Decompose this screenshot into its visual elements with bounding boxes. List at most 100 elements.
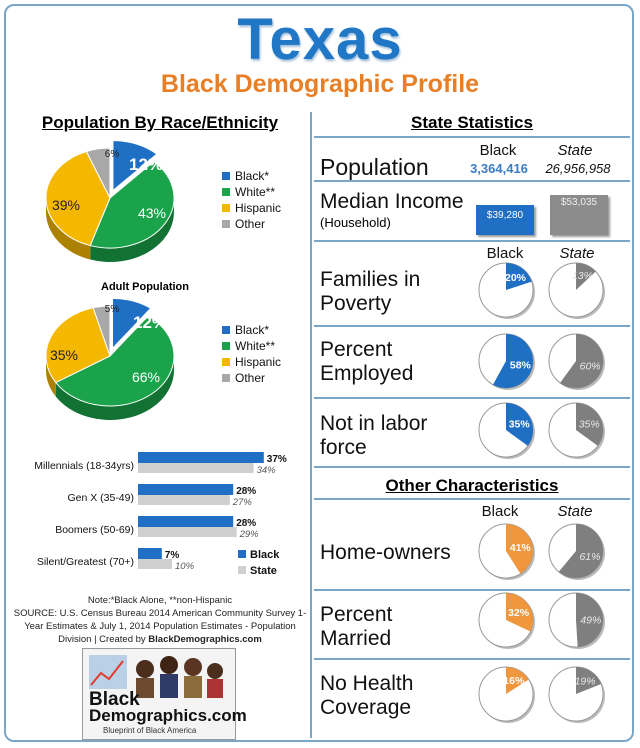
legend-item-white: White** (222, 184, 281, 200)
income-black-bar: $39,280 (476, 205, 534, 235)
bar-state (138, 495, 230, 505)
bar-black (138, 516, 234, 527)
legend-item-other: Other (222, 370, 281, 386)
pie-value-slice (576, 667, 602, 694)
employed-black-value: 58% (510, 360, 532, 372)
pie-label-White**: 66% (132, 369, 160, 385)
bar-state-label: 27% (232, 497, 253, 508)
bar-category-label: Boomers (50-69) (55, 524, 134, 536)
pie-slice-Other (85, 147, 111, 199)
bar-category-label: Gen X (35-49) (67, 492, 134, 504)
legend-swatch-black (238, 550, 246, 558)
married-state-pie: 49% (548, 592, 605, 649)
race-pie-chart: 12% 43% 39% 6% (45, 140, 175, 262)
pie-slice-Other (92, 305, 111, 357)
bar-state-label: 10% (175, 561, 195, 572)
pie-slice-Black* (112, 298, 152, 350)
race-legend: Black* White** Hispanic Other (222, 168, 281, 232)
stats-heading: State Statistics (411, 113, 533, 132)
homeowners-black-value: 41% (510, 542, 532, 554)
pie-label-Hispanic: 35% (50, 347, 78, 363)
bar-category-label: Silent/Greatest (70+) (37, 556, 134, 568)
poverty-black-pie: 20% (478, 262, 535, 319)
bar-black-label: 37% (267, 454, 287, 465)
income-black-value: $39,280 (486, 210, 524, 222)
divider (314, 325, 630, 327)
bar-state (138, 463, 254, 473)
stats-col-state: State (559, 245, 595, 262)
married-black-value: 32% (508, 607, 530, 619)
poverty-black-value: 20% (505, 272, 527, 284)
legend-label-state: State (250, 565, 277, 577)
bar-black-label: 28% (236, 486, 256, 497)
poverty-state-pie: 13% (548, 262, 605, 319)
adult-legend: Black* White** Hispanic Other (222, 322, 281, 386)
pie-value-slice (558, 524, 603, 578)
bar-black-label: 28% (236, 518, 256, 529)
pie-value-slice (576, 263, 596, 290)
labor-black-pie: 35% (478, 402, 535, 459)
divider (314, 658, 630, 660)
not-in-labor-label: Not in labor force (320, 412, 428, 459)
pie-slice-Black* (112, 140, 158, 192)
pie-value-slice (506, 403, 533, 446)
health-black-value: 16% (503, 675, 525, 687)
pie-value-slice (506, 263, 532, 290)
legend-item-other: Other (222, 216, 281, 232)
homeowners-black-pie: 41% (478, 523, 535, 580)
bar-state (138, 527, 237, 537)
legend-item-black: Black* (222, 168, 281, 184)
health-state-pie: 19% (548, 666, 605, 723)
labor-black-value: 35% (509, 418, 531, 430)
pie-slice-Hispanic (45, 150, 111, 247)
pie-slice-Hispanic (45, 307, 111, 384)
bar-state (138, 559, 172, 569)
pie-side-Hispanic (46, 356, 56, 397)
bar-black (138, 484, 234, 495)
page-title: Texas (237, 7, 403, 72)
pie-side-White** (90, 198, 174, 262)
divider (314, 240, 630, 242)
legend-item-hispanic: Hispanic (222, 354, 281, 370)
employed-label: Percent Employed (320, 338, 414, 385)
pie-slice-White** (89, 160, 175, 249)
pie-value-slice (576, 593, 603, 647)
income-sublabel: (Household) (320, 215, 391, 230)
source-note: Note:*Black Alone, **non-Hispanic SOURCE… (13, 595, 307, 645)
other-heading: Other Characteristics (385, 476, 559, 495)
no-health-label: No Health Coverage (320, 672, 414, 719)
pie-label-Black*: 12% (133, 313, 167, 332)
pie-label-Other: 5% (105, 304, 120, 315)
health-state-value: 19% (575, 676, 596, 688)
bar-black (138, 548, 162, 559)
adult-heading: Adult Population (101, 281, 189, 293)
labor-state-pie: 35% (548, 402, 605, 459)
stats-col-black: Black (486, 245, 524, 262)
column-divider (310, 112, 312, 738)
pie-label-Black*: 12% (129, 155, 163, 174)
divider (314, 589, 630, 591)
pie-label-Other: 6% (105, 149, 120, 160)
blackdemographics-logo: Black Demographics.com Blueprint of Blac… (82, 648, 247, 740)
bar-state-label: 34% (257, 465, 277, 476)
bar-black-label: 7% (165, 550, 180, 561)
divider (314, 498, 630, 500)
pie-side-Hispanic (46, 198, 91, 260)
homeowners-state-value: 61% (579, 551, 600, 563)
employed-state-value: 60% (580, 361, 601, 373)
married-black-pie: 32% (478, 592, 535, 649)
bar-state-label: 29% (239, 529, 260, 540)
bar-black (138, 452, 264, 463)
legend-label-black: Black (250, 549, 280, 561)
divider (314, 466, 630, 468)
homeowners-label: Home-owners (320, 541, 451, 564)
population-col-black: Black (479, 142, 517, 159)
employed-state-pie: 60% (548, 333, 605, 390)
legend-item-white: White** (222, 338, 281, 354)
pie-value-slice (506, 667, 529, 694)
divider (314, 180, 630, 182)
population-state-value: 26,956,958 (545, 161, 611, 176)
legend-item-hispanic: Hispanic (222, 200, 281, 216)
pie-value-slice (560, 334, 603, 388)
labor-state-value: 35% (579, 418, 600, 430)
